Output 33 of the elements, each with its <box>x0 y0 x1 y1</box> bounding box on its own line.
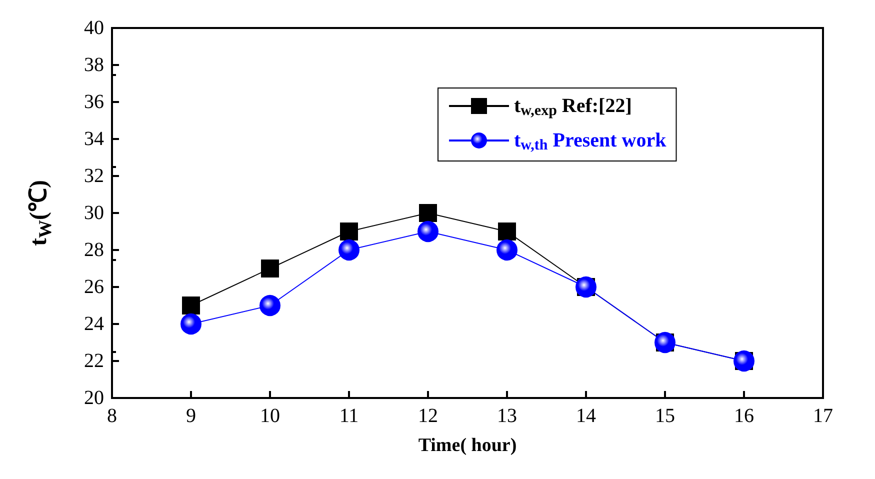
point <box>182 296 200 314</box>
x-tick-label: 17 <box>813 405 833 427</box>
y-tick-label: 20 <box>84 387 104 409</box>
y-tick-label: 22 <box>84 350 104 372</box>
x-tick-label: 13 <box>497 405 517 427</box>
x-tick-label: 12 <box>418 405 438 427</box>
point <box>180 314 202 334</box>
x-tick-label: 10 <box>260 405 280 427</box>
y-tick-label: 38 <box>84 54 104 76</box>
point <box>418 221 438 242</box>
y-tick-label: 30 <box>84 202 104 224</box>
y-tick-label: 24 <box>84 313 104 335</box>
y-tick-label: 32 <box>84 165 104 187</box>
x-tick-label: 14 <box>576 405 596 427</box>
y-tick-label: 36 <box>84 91 104 113</box>
x-axis-title: Time( hour) <box>418 435 517 456</box>
x-tick-label: 11 <box>339 405 359 427</box>
point <box>261 260 279 278</box>
point <box>260 295 280 316</box>
y-tick-label: 28 <box>84 239 104 261</box>
point <box>498 222 516 240</box>
point <box>340 222 358 240</box>
x-tick-label: 9 <box>186 405 196 427</box>
point <box>338 240 360 260</box>
point <box>419 204 437 222</box>
y-tick-label: 34 <box>84 128 104 150</box>
y-tick-label: 26 <box>84 276 104 298</box>
x-tick-label: 8 <box>107 405 117 427</box>
x-tick-label: 15 <box>655 405 675 427</box>
y-tick-label: 40 <box>84 17 104 39</box>
y-axis-title: tW(℃) <box>26 180 55 246</box>
point <box>496 240 518 260</box>
x-tick-label: 16 <box>734 405 754 427</box>
